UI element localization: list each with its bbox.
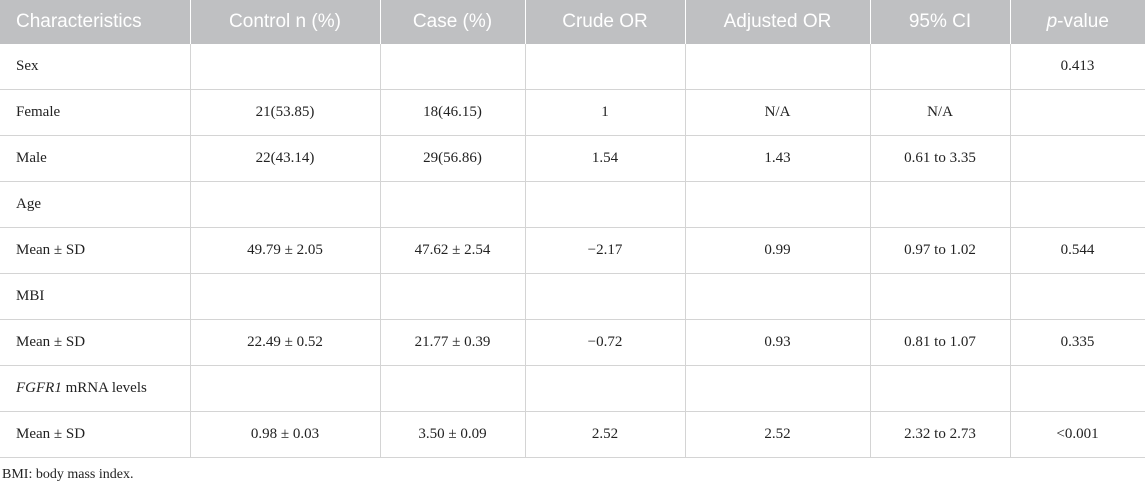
cell-crude-or: −0.72 — [524, 319, 685, 366]
cell-ci: 0.97 to 1.02 — [869, 227, 1010, 274]
table-row: Female 21(53.85) 18(46.15) 1 N/A N/A — [0, 89, 1145, 137]
cell-p-value: 0.544 — [1009, 227, 1145, 274]
cell-p-value: 0.413 — [1009, 44, 1145, 91]
header-characteristics: Characteristics — [16, 11, 142, 32]
cell-control — [189, 273, 380, 320]
cell-control — [189, 44, 380, 91]
table-body: Sex 0.413 Female 21(53.85) 18(46.15) 1 N… — [0, 44, 1145, 458]
cell-p-value — [1009, 181, 1145, 229]
cell-ci — [869, 181, 1010, 229]
cell-crude-or — [524, 44, 685, 91]
cell-control — [189, 181, 380, 229]
cell-crude-or — [524, 181, 685, 229]
cell-characteristic: FGFR1 mRNA levels — [0, 365, 190, 412]
cell-characteristic: Mean ± SD — [0, 411, 190, 458]
table-header: Characteristics Control n (%) Case (%) C… — [0, 0, 1145, 44]
cell-adjusted-or — [684, 44, 870, 91]
header-row: Characteristics Control n (%) Case (%) C… — [0, 0, 1145, 44]
cell-crude-or: 1.54 — [524, 135, 685, 183]
table-row: FGFR1 mRNA levels — [0, 365, 1145, 412]
cell-case: 18(46.15) — [379, 89, 525, 137]
cell-case: 29(56.86) — [379, 135, 525, 183]
cell-characteristic: Male — [0, 135, 190, 183]
header-p-value: p-value — [1009, 0, 1145, 44]
cell-ci: N/A — [869, 89, 1010, 137]
cell-case — [379, 181, 525, 229]
cell-case — [379, 273, 525, 320]
header-ci: 95% CI — [869, 0, 1010, 44]
cell-control — [189, 365, 380, 412]
header-crude-or: Crude OR — [524, 0, 685, 44]
cell-case: 21.77 ± 0.39 — [379, 319, 525, 366]
cell-ci: 2.32 to 2.73 — [869, 411, 1010, 458]
cell-ci — [869, 365, 1010, 412]
cell-p-value — [1009, 273, 1145, 320]
results-table: Characteristics Control n (%) Case (%) C… — [0, 0, 1145, 458]
table-row: Mean ± SD 49.79 ± 2.05 47.62 ± 2.54 −2.1… — [0, 227, 1145, 274]
cell-adjusted-or: 2.52 — [684, 411, 870, 458]
cell-p-value: <0.001 — [1009, 411, 1145, 458]
cell-adjusted-or: 0.93 — [684, 319, 870, 366]
cell-p-value — [1009, 89, 1145, 137]
cell-characteristic: Mean ± SD — [0, 227, 190, 274]
cell-characteristic: Female — [0, 89, 190, 137]
table-row: Sex 0.413 — [0, 44, 1145, 91]
cell-control: 22(43.14) — [189, 135, 380, 183]
cell-ci: 0.61 to 3.35 — [869, 135, 1010, 183]
header-adjusted-or: Adjusted OR — [684, 0, 870, 44]
header-p-rest: -value — [1057, 11, 1109, 32]
cell-ci — [869, 273, 1010, 320]
cell-adjusted-or: N/A — [684, 89, 870, 137]
cell-crude-or — [524, 365, 685, 412]
cell-ci — [869, 44, 1010, 91]
cell-control: 49.79 ± 2.05 — [189, 227, 380, 274]
table-row: Mean ± SD 0.98 ± 0.03 3.50 ± 0.09 2.52 2… — [0, 411, 1145, 458]
cell-adjusted-or — [684, 365, 870, 412]
header-case: Case (%) — [379, 0, 525, 44]
gene-name: FGFR1 — [16, 379, 62, 396]
table-row: MBI — [0, 273, 1145, 320]
cell-adjusted-or — [684, 181, 870, 229]
cell-adjusted-or — [684, 273, 870, 320]
cell-control: 0.98 ± 0.03 — [189, 411, 380, 458]
cell-adjusted-or: 0.99 — [684, 227, 870, 274]
cell-p-value: 0.335 — [1009, 319, 1145, 366]
header-control: Control n (%) — [189, 0, 380, 44]
table-row: Age — [0, 181, 1145, 229]
cell-case: 3.50 ± 0.09 — [379, 411, 525, 458]
table-row: Mean ± SD 22.49 ± 0.52 21.77 ± 0.39 −0.7… — [0, 319, 1145, 366]
cell-case — [379, 44, 525, 91]
table-footnote: BMI: body mass index. — [2, 467, 134, 482]
cell-adjusted-or: 1.43 — [684, 135, 870, 183]
cell-crude-or: 2.52 — [524, 411, 685, 458]
cell-characteristic: Age — [0, 181, 190, 229]
cell-ci: 0.81 to 1.07 — [869, 319, 1010, 366]
cell-crude-or: 1 — [524, 89, 685, 137]
cell-control: 21(53.85) — [189, 89, 380, 137]
cell-characteristic: Mean ± SD — [0, 319, 190, 366]
cell-control: 22.49 ± 0.52 — [189, 319, 380, 366]
cell-p-value — [1009, 135, 1145, 183]
gene-suffix: mRNA levels — [61, 379, 147, 396]
cell-crude-or — [524, 273, 685, 320]
cell-case — [379, 365, 525, 412]
header-p-italic: p — [1046, 11, 1058, 32]
table-row: Male 22(43.14) 29(56.86) 1.54 1.43 0.61 … — [0, 135, 1145, 183]
cell-characteristic: MBI — [0, 273, 190, 320]
cell-characteristic: Sex — [0, 44, 190, 91]
cell-crude-or: −2.17 — [524, 227, 685, 274]
cell-p-value — [1009, 365, 1145, 412]
cell-case: 47.62 ± 2.54 — [379, 227, 525, 274]
